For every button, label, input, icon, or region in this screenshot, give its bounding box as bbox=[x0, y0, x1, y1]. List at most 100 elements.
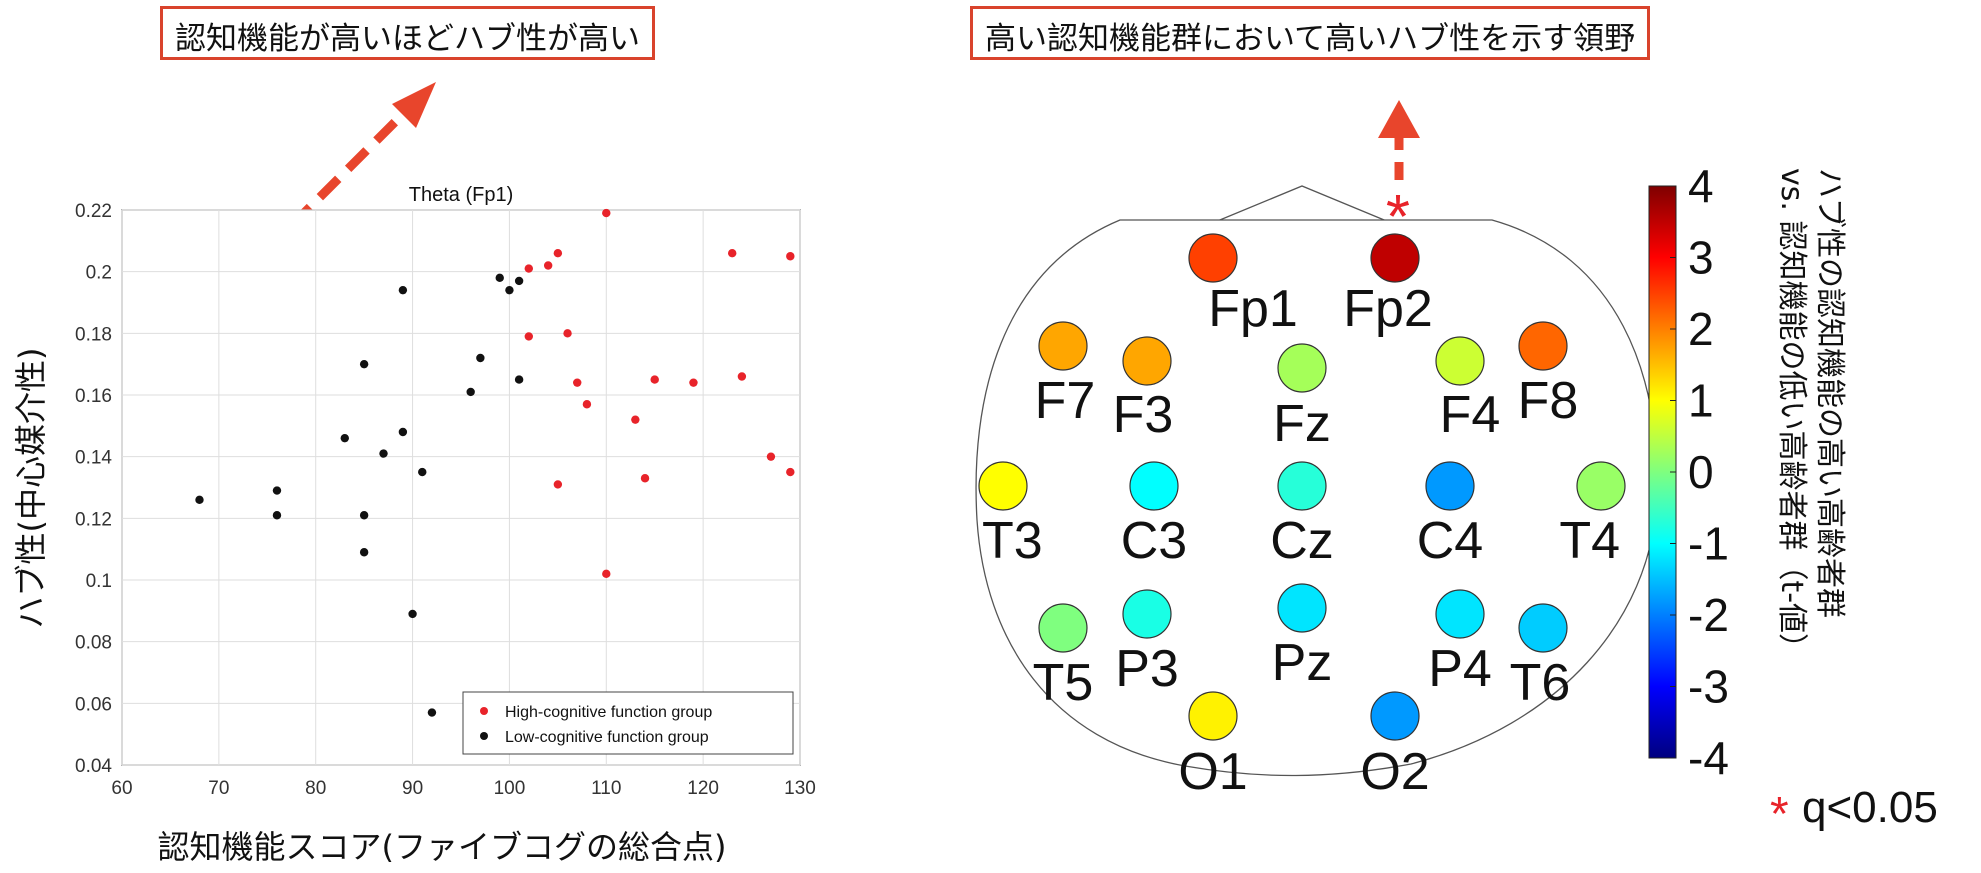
electrode-o1 bbox=[1188, 691, 1238, 741]
electrode-label-t3: T3 bbox=[982, 512, 1043, 570]
point-low-group bbox=[359, 511, 369, 520]
point-high-group bbox=[737, 372, 747, 381]
x-tick-label: 110 bbox=[591, 778, 621, 799]
point-low-group bbox=[466, 387, 475, 397]
legend-label-low: Low-cognitive function group bbox=[505, 729, 709, 746]
point-high-group bbox=[766, 452, 776, 461]
electrode-label-t4: T4 bbox=[1559, 512, 1620, 570]
point-high-group bbox=[573, 378, 582, 387]
x-tick-label: 60 bbox=[111, 778, 132, 799]
colorbar-title-line1: ハブ性の認知機能の高い高齢者群 bbox=[1812, 168, 1847, 618]
topographic-map: Fp1 Fp2 F7 F3 Fz F4 F8 T3 C3 Cz C4 T4 T5 P3 Pz P4 T6 O1 O2… bbox=[975, 183, 1659, 801]
electrode-label-cz: Cz bbox=[1270, 512, 1334, 570]
electrode-f4 bbox=[1435, 336, 1485, 386]
electrode-label-t5: T5 bbox=[1033, 654, 1094, 712]
point-high-group bbox=[602, 208, 611, 218]
significance-legend-label: q<0.05 bbox=[1802, 783, 1938, 832]
electrode-cz bbox=[1277, 461, 1327, 511]
plot-title: Theta (Fp1) bbox=[409, 184, 513, 206]
y-tick-label: 0.1 bbox=[86, 571, 112, 592]
electrode-label-fz: Fz bbox=[1273, 395, 1331, 453]
point-low-group bbox=[427, 708, 437, 717]
point-low-group bbox=[272, 486, 282, 495]
electrode-t5 bbox=[1038, 603, 1088, 653]
y-tick-label: 0.14 bbox=[75, 448, 112, 469]
point-low-group bbox=[359, 359, 369, 369]
legend-box bbox=[462, 691, 794, 755]
electrode-label-fp2: Fp2 bbox=[1343, 280, 1433, 338]
callout-right: 高い認知機能群において高いハブ性を示す領野 bbox=[970, 6, 1651, 60]
data-points bbox=[195, 208, 795, 717]
y-tick-labels: 0.04 0.06 0.08 0.1 0.12 0.14 0.16 0.18 0.2 0.22 bbox=[75, 201, 112, 777]
colorbar: 4 3 2 1 0 -1 -2 -3 -4 ハブ性の認知機能の高い高齢者群 vs. 認知機能の低… bbox=[1648, 160, 1847, 784]
point-low-group bbox=[476, 353, 485, 363]
plot-area bbox=[121, 209, 801, 766]
point-high-group bbox=[786, 252, 795, 261]
point-high-group bbox=[524, 264, 533, 273]
electrode-label-p4: P4 bbox=[1428, 640, 1492, 698]
y-axis-title: ハブ性(中心媒介性) bbox=[12, 348, 50, 629]
electrode-label-t6: T6 bbox=[1510, 654, 1571, 712]
x-tick-label: 100 bbox=[494, 778, 526, 799]
electrode-label-f3: F3 bbox=[1113, 386, 1174, 444]
point-low-group bbox=[505, 285, 514, 295]
y-tick-label: 0.2 bbox=[86, 263, 112, 284]
electrode-f7 bbox=[1038, 321, 1088, 371]
electrode-t4 bbox=[1576, 461, 1626, 511]
electrode-fp1 bbox=[1188, 233, 1238, 283]
colorbar-tick-label: 1 bbox=[1688, 375, 1714, 427]
x-tick-label: 80 bbox=[305, 778, 326, 799]
y-tick-label: 0.08 bbox=[75, 633, 112, 654]
colorbar-ticks: 4 3 2 1 0 -1 -2 -3 -4 bbox=[1670, 160, 1729, 784]
point-high-group bbox=[786, 467, 795, 477]
up-arrow-head bbox=[1378, 100, 1420, 138]
trend-arrow-head bbox=[392, 82, 436, 128]
point-high-group bbox=[640, 474, 650, 483]
scatter-plot: 60 70 80 90 100 110 120 130 0.04 0.06 0.08 0.1 0.12… bbox=[12, 184, 816, 866]
point-low-group bbox=[398, 285, 408, 295]
point-low-group bbox=[195, 495, 204, 505]
electrode-c4 bbox=[1425, 461, 1475, 511]
x-tick-label: 120 bbox=[687, 778, 719, 799]
point-high-group bbox=[553, 248, 563, 258]
y-tick-label: 0.12 bbox=[75, 509, 112, 530]
electrode-label-o2: O2 bbox=[1360, 743, 1429, 801]
colorbar-tick-label: 4 bbox=[1688, 160, 1714, 212]
electrodes: Fp1 Fp2 F7 F3 Fz F4 F8 T3 C3 Cz C4 T4 T5 P3 Pz P4 T6 O1 O2 bbox=[978, 233, 1626, 801]
significance-legend-asterisk: * bbox=[1770, 788, 1789, 841]
point-high-group bbox=[689, 378, 698, 387]
electrode-label-c3: C3 bbox=[1121, 512, 1187, 570]
legend-marker-high bbox=[480, 707, 488, 715]
point-high-group bbox=[563, 329, 572, 338]
electrode-label-fp1: Fp1 bbox=[1208, 280, 1298, 338]
electrode-label-pz: Pz bbox=[1272, 634, 1333, 692]
point-low-group bbox=[495, 273, 504, 283]
y-tick-label: 0.06 bbox=[75, 694, 112, 715]
colorbar-tick-label: -1 bbox=[1688, 518, 1729, 570]
electrode-t3 bbox=[978, 461, 1028, 511]
electrode-t6 bbox=[1518, 603, 1568, 653]
point-low-group bbox=[514, 276, 524, 286]
point-low-group bbox=[272, 511, 282, 520]
y-tick-label: 0.22 bbox=[75, 201, 112, 222]
point-high-group bbox=[543, 261, 553, 270]
electrode-o2 bbox=[1370, 691, 1420, 741]
point-high-group bbox=[582, 400, 592, 409]
x-tick-label: 70 bbox=[208, 778, 229, 799]
legend: High-cognitive function group Low-cognit… bbox=[462, 691, 794, 755]
electrode-p3 bbox=[1122, 589, 1172, 639]
electrode-c3 bbox=[1129, 461, 1179, 511]
legend-marker-low bbox=[480, 732, 488, 740]
point-low-group bbox=[359, 548, 369, 557]
electrode-label-f8: F8 bbox=[1518, 372, 1579, 430]
electrode-fp2 bbox=[1370, 233, 1420, 283]
x-tick-label: 90 bbox=[402, 778, 423, 799]
point-low-group bbox=[379, 449, 388, 458]
colorbar-tick-label: -2 bbox=[1688, 589, 1729, 641]
callout-left: 認知機能が高いほどハブ性が高い bbox=[160, 6, 655, 60]
colorbar-tick-label: -4 bbox=[1688, 732, 1729, 784]
point-high-group bbox=[553, 480, 563, 489]
electrode-label-f7: F7 bbox=[1035, 372, 1096, 430]
colorbar-tick-label: 2 bbox=[1688, 303, 1714, 355]
